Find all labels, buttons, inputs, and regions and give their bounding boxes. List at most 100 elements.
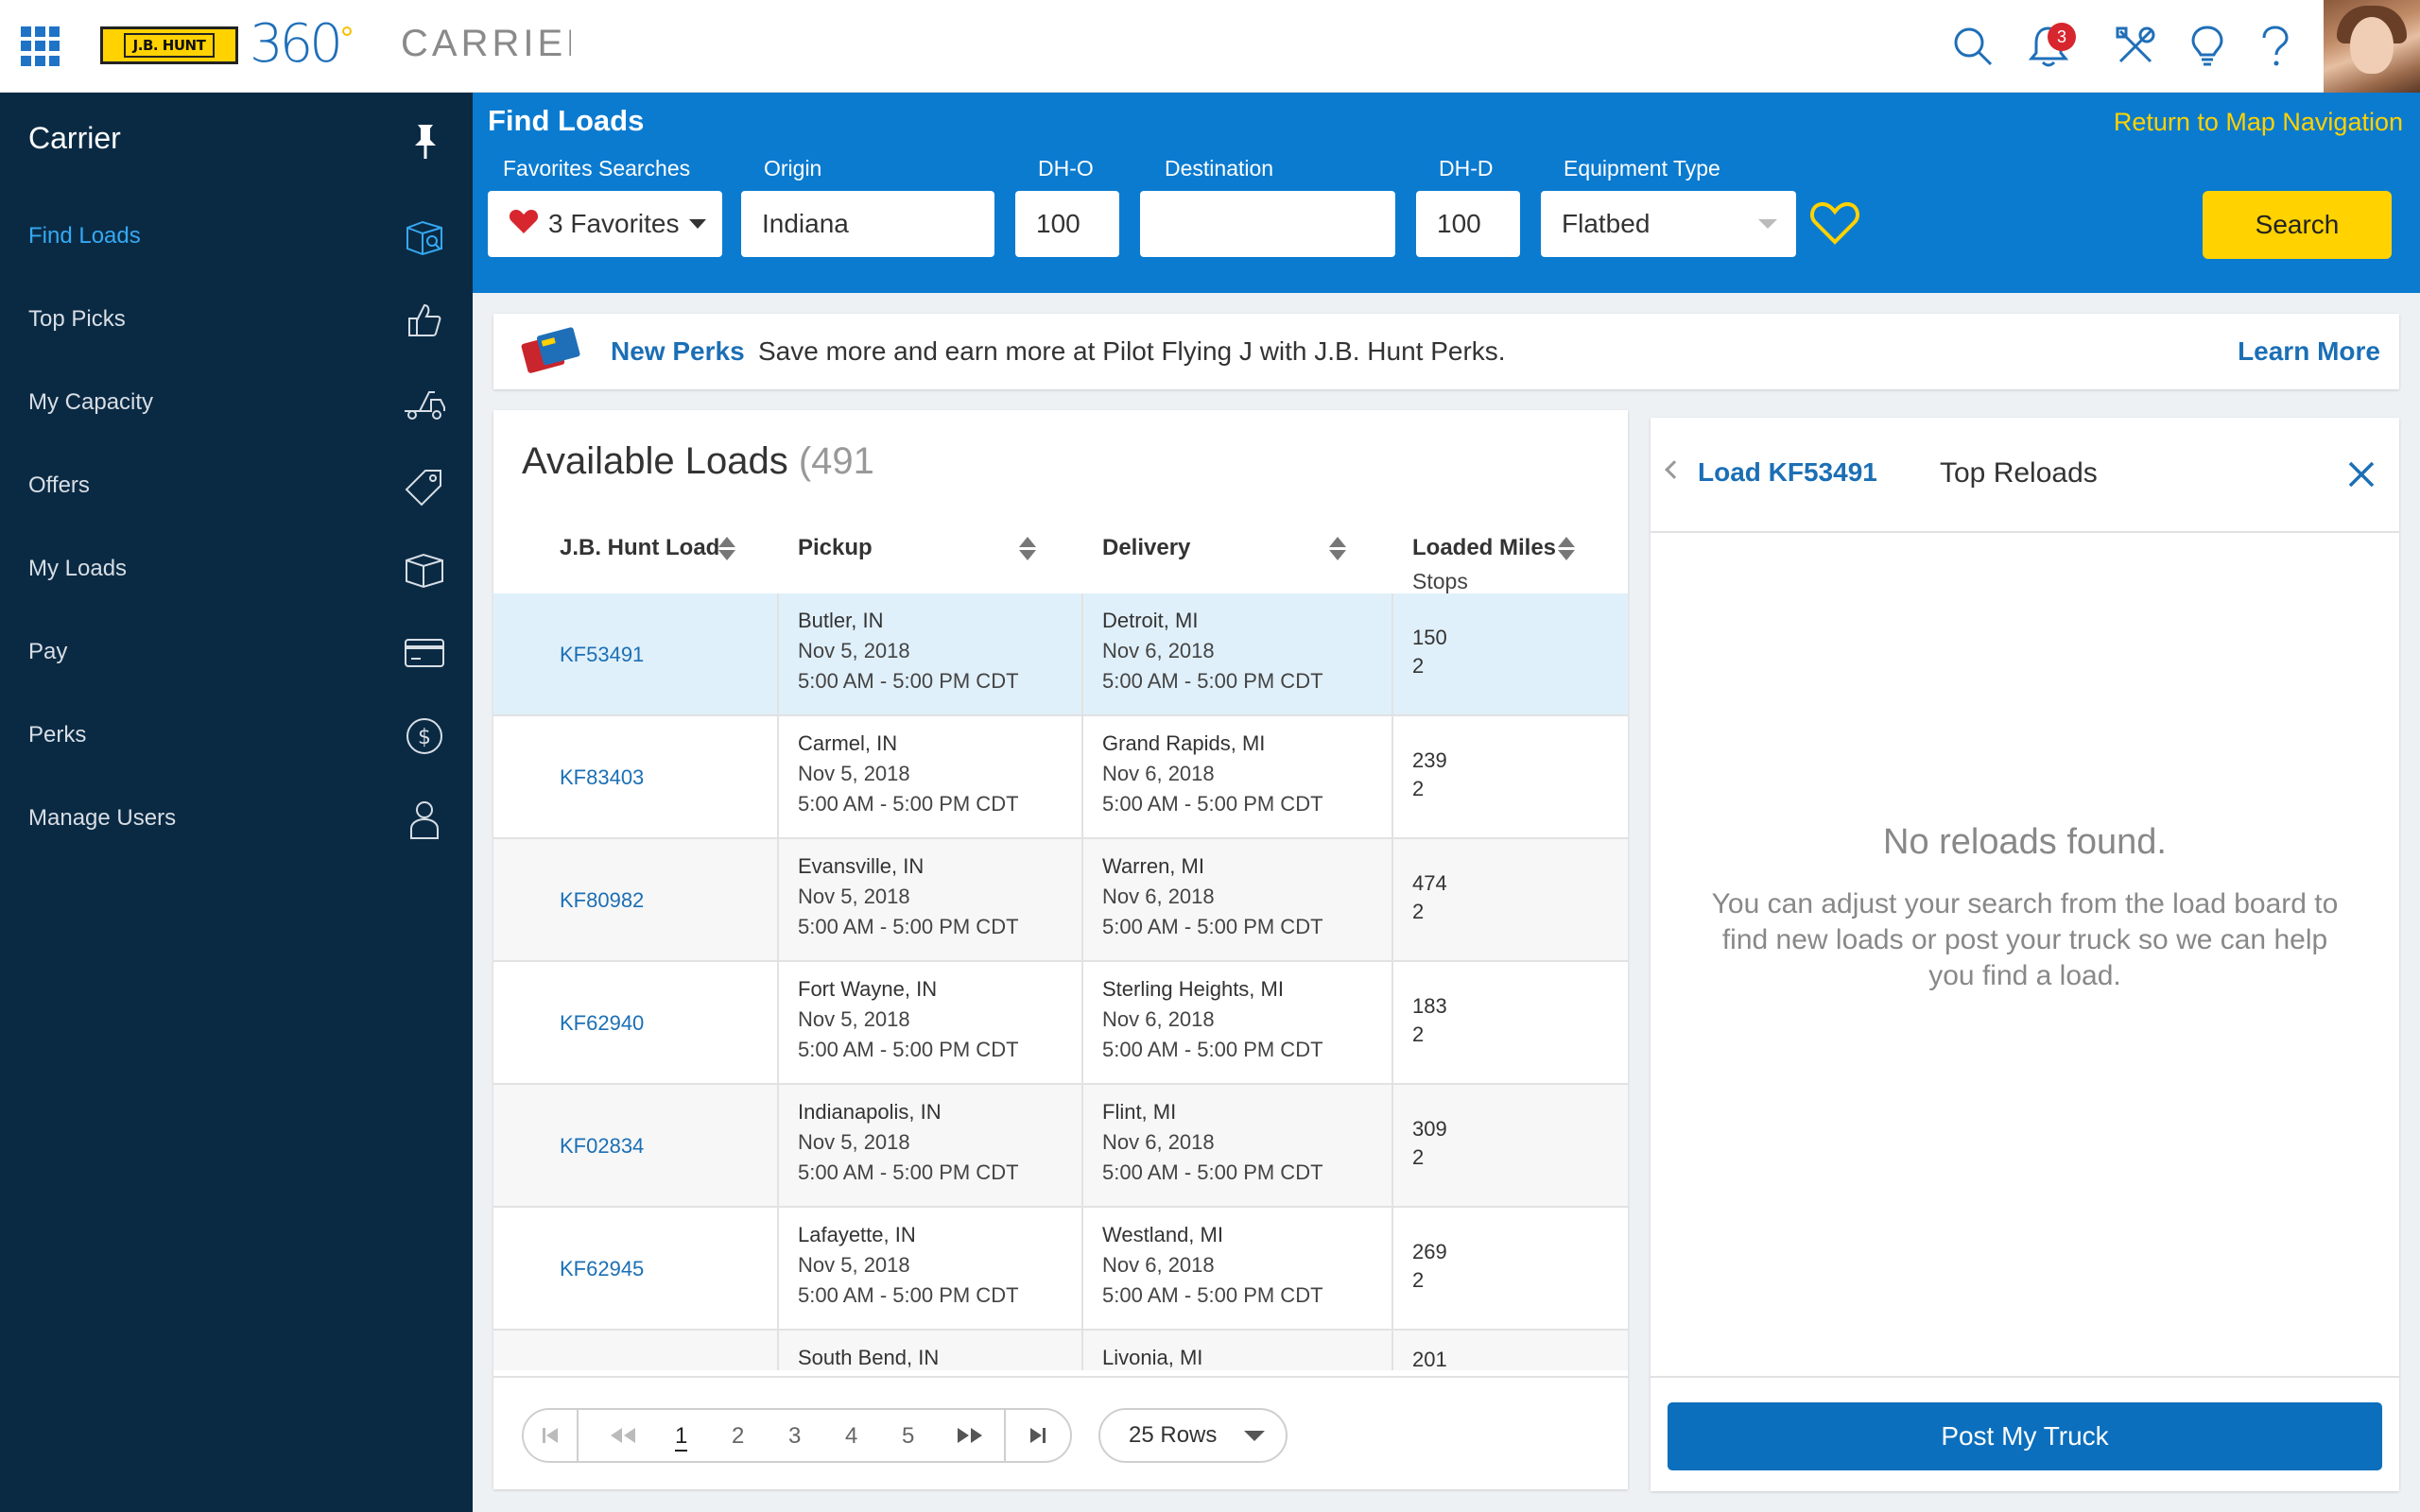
svg-text:$: $ — [418, 726, 431, 749]
sort-icon[interactable] — [1329, 537, 1346, 561]
previous-page-icon[interactable] — [599, 1410, 647, 1461]
stops: 2 — [1412, 900, 1425, 923]
equipment-type-dropdown[interactable]: Flatbed — [1541, 191, 1796, 257]
back-to-load-link[interactable]: Load KF53491 — [1698, 457, 1877, 487]
available-loads-label: Available Loads — [522, 440, 788, 482]
page-number[interactable]: 3 — [788, 1423, 802, 1449]
loaded-miles: 150 — [1412, 626, 1447, 649]
rows-per-page-dropdown[interactable]: 25 Rows — [1098, 1408, 1288, 1463]
tools-icon[interactable] — [2110, 21, 2161, 72]
help-icon[interactable] — [2250, 21, 2301, 72]
search-icon[interactable] — [1947, 21, 1998, 72]
delivery-date: Nov 6, 2018 — [1102, 762, 1215, 785]
pickup-date: Nov 5, 2018 — [798, 885, 910, 908]
load-id-link[interactable]: KF53491 — [560, 643, 645, 666]
reloads-footer: Post My Truck — [1651, 1376, 2399, 1491]
pickup-date: Nov 5, 2018 — [798, 762, 910, 785]
page-number[interactable]: 4 — [845, 1423, 858, 1449]
perks-text: Save more and earn more at Pilot Flying … — [758, 336, 1506, 366]
dollar-circle-icon: $ — [401, 713, 448, 760]
load-id-link[interactable]: KF83403 — [560, 765, 645, 789]
empty-state-text: You can adjust your search from the load… — [1711, 888, 2339, 991]
sidebar-item-label: Offers — [28, 472, 90, 498]
learn-more-link[interactable]: Learn More — [2238, 336, 2380, 366]
sidebar-item-label: Top Picks — [28, 306, 126, 332]
sidebar-item-pay[interactable]: Pay — [0, 610, 473, 694]
favorites-dropdown[interactable]: 3 Favorites — [488, 191, 722, 257]
table-row[interactable]: KF80982 Evansville, IN Nov 5, 2018 5:00 … — [493, 839, 1628, 962]
load-id-link[interactable]: KF62940 — [560, 1011, 645, 1035]
page-number[interactable]: 2 — [732, 1423, 745, 1449]
equipment-value: Flatbed — [1562, 209, 1651, 238]
sidebar-item-my-loads[interactable]: My Loads — [0, 527, 473, 610]
page-number[interactable]: 1 — [675, 1423, 688, 1452]
delivery-date: Nov 6, 2018 — [1102, 1130, 1215, 1154]
destination-input[interactable] — [1140, 191, 1395, 257]
col-header-delivery[interactable]: Delivery — [1102, 535, 1191, 560]
stops: 2 — [1412, 777, 1425, 800]
pickup-date: Nov 5, 2018 — [798, 1253, 910, 1277]
lightbulb-icon[interactable] — [2182, 21, 2233, 72]
pin-icon[interactable] — [405, 121, 446, 167]
delivery-time: 5:00 AM - 5:00 PM CDT — [1102, 915, 1323, 938]
col-header-miles[interactable]: Loaded Miles — [1412, 535, 1557, 560]
delivery-time: 5:00 AM - 5:00 PM CDT — [1102, 1038, 1323, 1061]
stops: 2 — [1412, 1145, 1425, 1169]
available-loads-title: Available Loads (491 — [522, 440, 874, 483]
sidebar-item-top-picks[interactable]: Top Picks — [0, 278, 473, 361]
find-loads-bar: Find Loads Return to Map Navigation Favo… — [473, 93, 2420, 293]
table-row[interactable]: KF53491 Butler, IN Nov 5, 2018 5:00 AM -… — [493, 593, 1628, 716]
first-page-icon[interactable] — [524, 1410, 577, 1461]
search-button[interactable]: Search — [2203, 191, 2392, 259]
sidebar-item-find-loads[interactable]: Find Loads — [0, 195, 473, 278]
next-page-icon[interactable] — [945, 1410, 994, 1461]
table-header: J.B. Hunt Load Pickup Delivery Loaded Mi… — [493, 514, 1628, 586]
load-id-link[interactable]: KF02834 — [560, 1134, 645, 1158]
last-page-icon[interactable] — [1010, 1410, 1066, 1461]
sidebar-item-label: Find Loads — [28, 223, 141, 249]
sort-icon[interactable] — [1019, 537, 1036, 561]
dhd-label: DH-D — [1439, 156, 1494, 180]
dho-label: DH-O — [1038, 156, 1094, 180]
load-id-link[interactable]: KF62945 — [560, 1257, 645, 1280]
equipment-label: Equipment Type — [1564, 156, 1720, 180]
table-row[interactable]: KF02834 Indianapolis, IN Nov 5, 2018 5:0… — [493, 1085, 1628, 1208]
app-grid-icon[interactable] — [21, 26, 60, 66]
pickup-time: 5:00 AM - 5:00 PM CDT — [798, 792, 1019, 816]
table-row[interactable]: KF62945 Lafayette, IN Nov 5, 2018 5:00 A… — [493, 1208, 1628, 1331]
app-title: CARRIER — [401, 23, 571, 64]
page-number[interactable]: 5 — [902, 1423, 915, 1449]
col-header-load[interactable]: J.B. Hunt Load — [560, 535, 720, 560]
origin-input[interactable]: Indiana — [741, 191, 994, 257]
delivery-date: Nov 6, 2018 — [1102, 1007, 1215, 1031]
rows-per-page-value: 25 Rows — [1129, 1422, 1218, 1448]
sidebar: Carrier Find Loads Top Picks My Capacity… — [0, 93, 473, 1512]
dhd-input[interactable]: 100 — [1416, 191, 1520, 257]
available-loads-count: (491 — [798, 440, 874, 482]
page-title: Find Loads — [488, 104, 645, 137]
table-row[interactable]: South Bend, IN Livonia, MI 201 — [493, 1331, 1628, 1370]
sidebar-item-offers[interactable]: Offers — [0, 444, 473, 527]
return-to-map-link[interactable]: Return to Map Navigation — [2113, 108, 2403, 136]
perks-title: New Perks — [611, 336, 745, 366]
close-icon[interactable] — [2341, 454, 2382, 495]
dho-input[interactable]: 100 — [1015, 191, 1119, 257]
pickup-time: 5:00 AM - 5:00 PM CDT — [798, 1038, 1019, 1061]
top-bar: J.B. HUNT 360 CARRIER 3 — [0, 0, 2420, 93]
table-row[interactable]: KF62940 Fort Wayne, IN Nov 5, 2018 5:00 … — [493, 962, 1628, 1085]
col-header-pickup[interactable]: Pickup — [798, 535, 873, 560]
sidebar-item-my-capacity[interactable]: My Capacity — [0, 361, 473, 444]
sidebar-item-perks[interactable]: Perks $ — [0, 694, 473, 777]
sidebar-item-label: Manage Users — [28, 805, 177, 831]
load-id-link[interactable]: KF80982 — [560, 888, 645, 912]
notification-badge: 3 — [2048, 23, 2076, 51]
delivery-time: 5:00 AM - 5:00 PM CDT — [1102, 792, 1323, 816]
table-row[interactable]: KF83403 Carmel, IN Nov 5, 2018 5:00 AM -… — [493, 716, 1628, 839]
sort-icon[interactable] — [718, 537, 735, 561]
save-favorite-heart-icon[interactable] — [1809, 200, 1860, 250]
chevron-left-icon[interactable] — [1665, 460, 1684, 479]
post-my-truck-button[interactable]: Post My Truck — [1668, 1402, 2382, 1470]
sidebar-item-manage-users[interactable]: Manage Users — [0, 777, 473, 860]
sort-icon[interactable] — [1558, 537, 1575, 561]
user-avatar[interactable] — [2324, 0, 2420, 93]
